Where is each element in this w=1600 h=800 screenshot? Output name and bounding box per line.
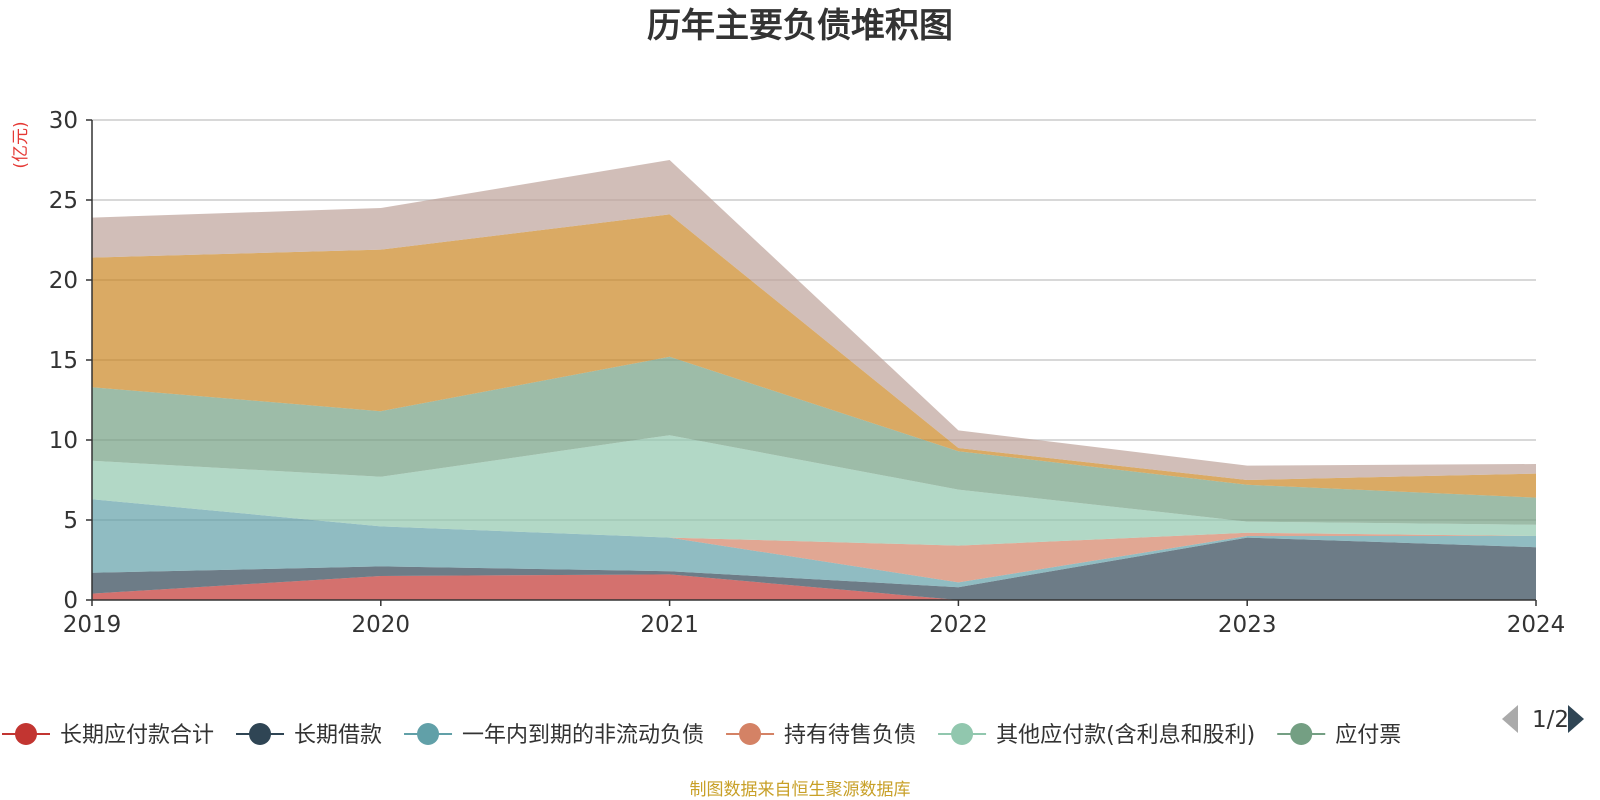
legend-label: 长期借款 — [294, 723, 382, 748]
y-tick-label: 20 — [49, 268, 78, 294]
legend: 长期应付款合计 长期借款 一年内到期的非流动负债 持有待售负债 其他应付款(含利息和股利… — [2, 723, 1401, 748]
x-tick-label: 2020 — [352, 612, 411, 638]
legend-label: 应付票 — [1335, 723, 1401, 748]
y-tick-label: 25 — [49, 188, 78, 214]
area-series-2 — [92, 499, 1536, 588]
x-tick-label: 2021 — [640, 612, 699, 638]
legend-item[interactable]: 长期借款 — [236, 723, 382, 748]
legend-label: 持有待售负债 — [784, 723, 916, 748]
y-tick-label: 0 — [63, 588, 78, 614]
legend-marker-icon — [249, 723, 272, 745]
x-axis-ticks: 2019 2020 2021 2022 2023 2024 — [63, 600, 1566, 638]
legend-next-arrow-icon[interactable] — [1568, 705, 1584, 733]
legend-marker-icon — [1290, 723, 1313, 745]
legend-item[interactable]: 应付票 — [1277, 723, 1401, 748]
x-tick-label: 2022 — [929, 612, 988, 638]
y-axis-unit: (亿元) — [11, 121, 31, 168]
y-axis-ticks: 0 5 10 15 20 25 30 — [49, 108, 92, 614]
legend-item[interactable]: 一年内到期的非流动负债 — [404, 723, 704, 748]
legend-pager: 1/2 — [1502, 705, 1584, 733]
area-series-7 — [92, 160, 1536, 480]
legend-marker-icon — [15, 723, 37, 745]
legend-item[interactable]: 长期应付款合计 — [2, 723, 214, 748]
legend-label: 一年内到期的非流动负债 — [462, 723, 704, 748]
area-series-4 — [92, 435, 1536, 546]
y-tick-label: 10 — [49, 428, 78, 454]
legend-marker-icon — [739, 723, 762, 745]
legend-label: 其他应付款(含利息和股利) — [996, 723, 1255, 748]
legend-item[interactable]: 其他应付款(含利息和股利) — [938, 723, 1255, 748]
x-tick-label: 2023 — [1218, 612, 1277, 638]
legend-marker-icon — [417, 723, 440, 745]
y-tick-label: 5 — [63, 508, 78, 534]
x-tick-label: 2024 — [1507, 612, 1566, 638]
area-series-1 — [92, 537, 1536, 600]
x-tick-label: 2019 — [63, 612, 122, 638]
data-source-note: 制图数据来自恒生聚源数据库 — [690, 780, 911, 800]
area-series-6 — [92, 214, 1536, 498]
chart-title: 历年主要负债堆积图 — [647, 6, 953, 46]
area-series — [92, 160, 1536, 600]
legend-page-indicator: 1/2 — [1532, 707, 1569, 733]
area-series-5 — [92, 356, 1536, 525]
y-tick-label: 15 — [49, 348, 78, 374]
legend-marker-icon — [951, 723, 974, 745]
legend-item[interactable]: 持有待售负债 — [726, 723, 916, 748]
legend-prev-arrow-icon[interactable] — [1502, 705, 1518, 733]
legend-label: 长期应付款合计 — [60, 723, 214, 748]
y-tick-label: 30 — [49, 108, 78, 134]
